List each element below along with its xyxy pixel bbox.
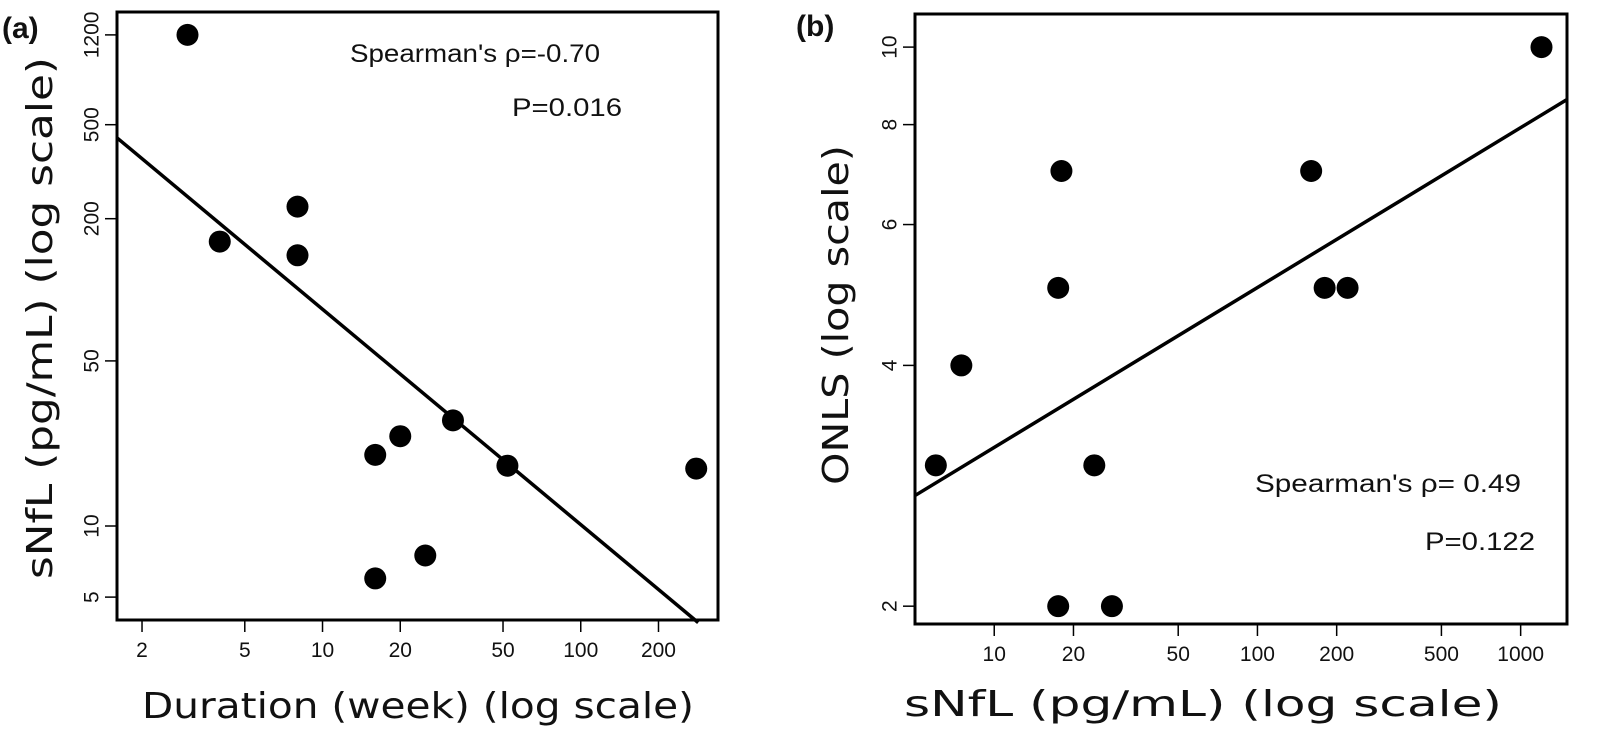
x-tick-label: 500 (1424, 643, 1459, 666)
y-tick-label: 5 (81, 591, 104, 603)
x-tick-label: 20 (389, 639, 412, 662)
x-tick-label: 1000 (1497, 643, 1544, 666)
y-tick-label: 1200 (81, 12, 104, 59)
x-tick-label: 200 (641, 639, 676, 662)
panel-b-x-axis-title: sNfL (pg/mL) (log scale) (904, 684, 1502, 725)
y-tick-label: 50 (81, 349, 104, 372)
data-point (1300, 160, 1323, 183)
data-point (389, 425, 412, 448)
x-tick-label: 10 (311, 639, 334, 662)
y-tick-label: 2 (879, 600, 902, 612)
panel-a-fit-line (115, 136, 700, 624)
panel-b-spearman-annotation: Spearman's ρ= 0.49 (1255, 470, 1521, 498)
panel-a-x-axis-title: Duration (week) (log scale) (142, 686, 694, 727)
panel-a-plot-frame (115, 10, 720, 622)
data-point (176, 23, 199, 46)
y-tick-label: 6 (879, 219, 902, 231)
y-tick-label: 200 (81, 201, 104, 236)
y-tick-label: 10 (81, 514, 104, 537)
data-point (950, 354, 973, 377)
x-tick-label: 10 (983, 643, 1006, 666)
panel-a-p-value-annotation: P=0.016 (512, 94, 622, 122)
panel-a-x-axis: 2 5 10 20 50 100 200 (136, 620, 676, 662)
data-point (496, 454, 519, 477)
data-point (685, 457, 708, 480)
panel-b-plot-frame (913, 12, 1569, 626)
data-point (1083, 454, 1106, 477)
x-tick-label: 100 (563, 639, 598, 662)
data-point (414, 544, 437, 567)
panel-b-points (924, 36, 1553, 618)
x-tick-label: 50 (1167, 643, 1190, 666)
data-point (924, 454, 947, 477)
data-point (364, 443, 387, 466)
data-point (1313, 276, 1336, 299)
panel-a-spearman-annotation: Spearman's ρ=-0.70 (350, 40, 600, 68)
data-point (1100, 595, 1123, 618)
panel-a-y-axis-title: sNfL (pg/mL) (log scale) (20, 57, 61, 579)
data-point (208, 230, 231, 253)
x-tick-label: 5 (239, 639, 251, 662)
x-tick-label: 20 (1062, 643, 1085, 666)
x-tick-label: 2 (136, 639, 148, 662)
panel-b-label: (b) (796, 10, 834, 43)
data-point (286, 244, 309, 267)
panel-b-scatter-chart: (b) 10 20 50 100 200 500 1000 2 4 6 8 10 Spearman'… (796, 10, 1569, 725)
data-point (441, 409, 464, 432)
y-tick-label: 10 (879, 35, 902, 58)
y-tick-label: 4 (879, 359, 902, 371)
data-point (286, 195, 309, 218)
data-point (1530, 36, 1553, 59)
panel-b-x-axis: 10 20 50 100 200 500 1000 (983, 624, 1544, 666)
panel-b-fit-line (914, 98, 1568, 498)
data-point (1050, 160, 1073, 183)
panel-a-points (176, 23, 708, 590)
panel-b-y-axis-title: ONLS (log scale) (816, 145, 857, 485)
panel-a-scatter-chart: (a) 2 5 10 20 50 100 200 5 10 50 200 500 1200 Spear… (2, 10, 720, 727)
panel-b-y-axis: 2 4 6 8 10 (879, 35, 915, 612)
data-point (364, 567, 387, 590)
data-point (1047, 595, 1070, 618)
x-tick-label: 50 (491, 639, 514, 662)
x-tick-label: 200 (1319, 643, 1354, 666)
data-point (1336, 276, 1359, 299)
data-point (1047, 276, 1070, 299)
x-tick-label: 100 (1240, 643, 1275, 666)
panel-a-label: (a) (2, 12, 39, 45)
panel-b-p-value-annotation: P=0.122 (1425, 528, 1535, 556)
panel-a-y-axis: 5 10 50 200 500 1200 (81, 12, 117, 603)
y-tick-label: 8 (879, 119, 902, 131)
y-tick-label: 500 (81, 107, 104, 142)
